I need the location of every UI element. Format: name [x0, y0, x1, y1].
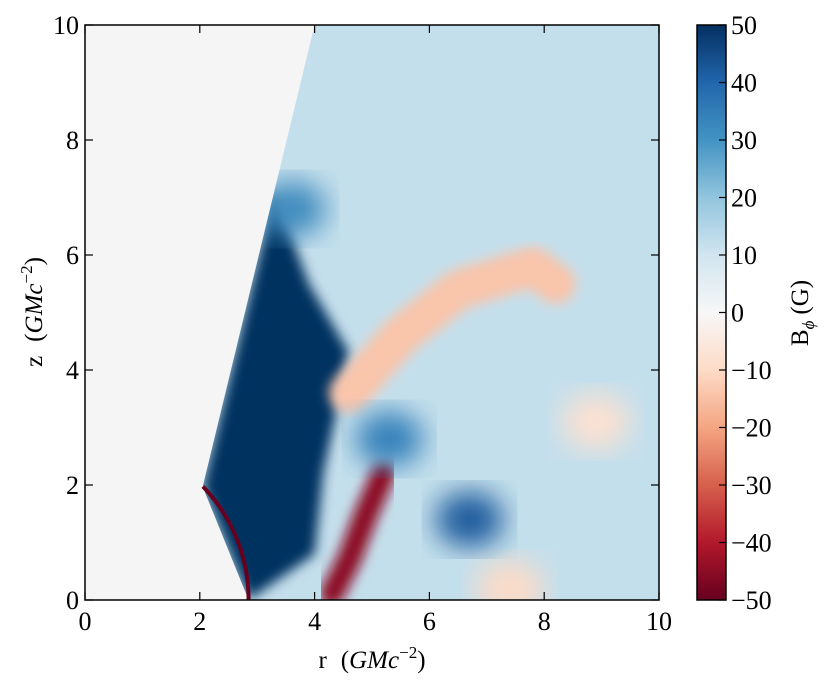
colorbar-label-unit: (G) [787, 280, 814, 315]
y-tick-label: 0 [66, 586, 79, 615]
colorbar-tick-label: −30 [731, 471, 772, 500]
y-tick-label: 10 [53, 11, 79, 40]
colorbar-tick-label: 20 [731, 184, 757, 213]
x-axis-label: r (GMc−2) [318, 643, 425, 674]
colorbar-label-sub: ϕ [799, 320, 818, 329]
x-tick-label: 0 [79, 607, 92, 636]
plot-frame [84, 24, 660, 601]
y-axis-label-exponent: −2 [17, 265, 36, 283]
x-tick-label: 6 [423, 607, 436, 636]
x-tick-label: 4 [308, 607, 321, 636]
x-axis-label-prefix: r [318, 647, 327, 674]
y-axis-ticks: 0 2 4 6 8 10 [53, 11, 659, 615]
feature-negative-blob-bottom [475, 560, 544, 600]
y-tick-label: 4 [66, 356, 79, 385]
x-tick-label: 2 [193, 607, 206, 636]
y-tick-label: 2 [66, 471, 79, 500]
y-axis-label-prefix: z [21, 356, 48, 367]
colorbar-tick-label: −10 [731, 356, 772, 385]
colorbar-tick-label: 10 [731, 241, 757, 270]
feature-strong-negative-filament [319, 461, 396, 600]
colorbar-tick-label: 30 [731, 126, 757, 155]
feature-positive-field-upper-left [257, 181, 326, 237]
colorbar-tick-label: 40 [731, 69, 757, 98]
colorbar-tick-label: −40 [731, 529, 772, 558]
boundary-ring [201, 485, 251, 600]
feature-negative-arm [329, 246, 576, 413]
y-axis-label-unit: GMc [21, 284, 48, 334]
field-features [202, 25, 659, 600]
x-axis-label-exponent: −2 [399, 643, 417, 662]
colorbar-tick-label: 0 [731, 299, 744, 328]
colorbar: 50 40 30 20 10 0 −10 −20 −30 −40 −50 [696, 11, 772, 615]
y-tick-label: 8 [66, 126, 79, 155]
x-tick-label: 10 [646, 607, 672, 636]
x-axis-label-unit: GMc [349, 647, 399, 674]
y-tick-label: 6 [66, 241, 79, 270]
feature-strong-positive-core [202, 191, 350, 600]
plot-area [85, 25, 659, 600]
feature-positive-blob [435, 491, 504, 548]
feature-negative-right-lobe [561, 393, 630, 450]
colorbar-label-main: B [787, 329, 814, 346]
colorbar-tick-label: −50 [731, 586, 772, 615]
colorbar-label: Bϕ (G) [787, 280, 818, 346]
colorbar-tick-label: 50 [731, 11, 757, 40]
y-axis-label: z(GMc−2) [17, 257, 48, 367]
x-axis-ticks: 0 2 4 6 8 10 [79, 25, 672, 636]
x-tick-label: 8 [538, 607, 551, 636]
colorbar-ticks: 50 40 30 20 10 0 −10 −20 −30 −40 −50 [719, 11, 772, 615]
excised-region [85, 25, 315, 600]
feature-positive-band [355, 411, 424, 467]
colorbar-tick-label: −20 [731, 414, 772, 443]
